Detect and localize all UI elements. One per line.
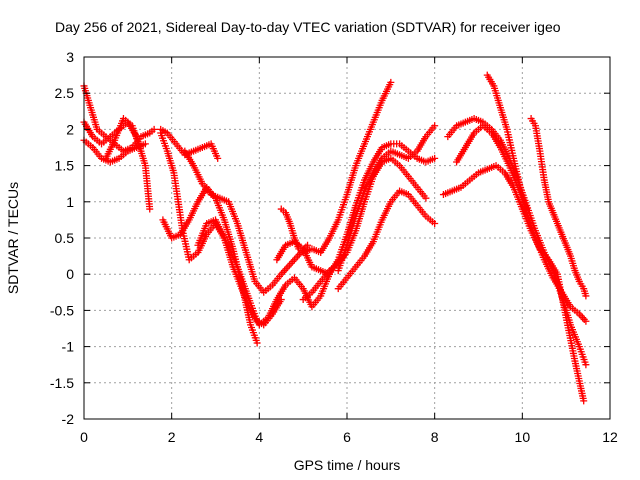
series-arc4 <box>102 115 145 162</box>
y-tick-label: 1.5 <box>55 158 75 174</box>
data-point <box>146 205 154 213</box>
axis-ticks: 0 2 4 6 8 10 12 -2 -1.5 -1 -0.5 0 0.5 1 1.5 2 2.5 3 <box>50 49 618 445</box>
x-axis-label: GPS time / hours <box>294 457 401 473</box>
data-point <box>431 122 439 130</box>
series-arc11 <box>273 140 439 278</box>
x-tick-label: 0 <box>80 429 88 445</box>
data-point <box>137 147 145 155</box>
series-arc15 <box>439 162 588 405</box>
y-tick-label: -2 <box>62 411 75 427</box>
series-arc14 <box>334 122 439 275</box>
series-arc7 <box>159 183 261 347</box>
x-tick-label: 4 <box>255 429 263 445</box>
x-tick-label: 6 <box>343 429 351 445</box>
data-point <box>431 154 439 162</box>
series-arc13 <box>334 187 439 293</box>
series-arc8 <box>181 147 312 296</box>
data-point <box>582 317 590 325</box>
y-axis-label: SDTVAR / TECUs <box>5 182 21 294</box>
y-tick-label: 2.5 <box>55 85 75 101</box>
x-tick-label: 2 <box>168 429 176 445</box>
series-arc9 <box>194 216 333 329</box>
data-point <box>582 361 590 369</box>
data-point <box>387 78 395 86</box>
chart-title: Day 256 of 2021, Sidereal Day-to-day VTE… <box>55 19 561 35</box>
y-tick-label: 2 <box>66 121 74 137</box>
data-point <box>150 125 158 133</box>
y-tick-label: 0.5 <box>55 230 75 246</box>
series-arc19 <box>527 115 590 300</box>
series-arc18 <box>483 71 590 325</box>
data-point <box>580 397 588 405</box>
series-arc10 <box>277 78 395 256</box>
y-tick-label: 0 <box>66 266 74 282</box>
x-tick-label: 12 <box>602 429 618 445</box>
data-point <box>214 154 222 162</box>
y-tick-label: -0.5 <box>50 302 74 318</box>
data-point <box>422 194 430 202</box>
y-tick-label: 1 <box>66 194 74 210</box>
data-point <box>141 140 149 148</box>
x-tick-label: 8 <box>431 429 439 445</box>
data-point <box>253 339 261 347</box>
series-arc12 <box>299 154 430 304</box>
y-tick-label: -1 <box>62 339 75 355</box>
y-tick-label: 3 <box>66 49 74 65</box>
y-tick-label: -1.5 <box>50 375 74 391</box>
data-point <box>431 220 439 228</box>
x-tick-label: 10 <box>515 429 531 445</box>
data-point <box>582 292 590 300</box>
data-marks <box>80 71 590 405</box>
